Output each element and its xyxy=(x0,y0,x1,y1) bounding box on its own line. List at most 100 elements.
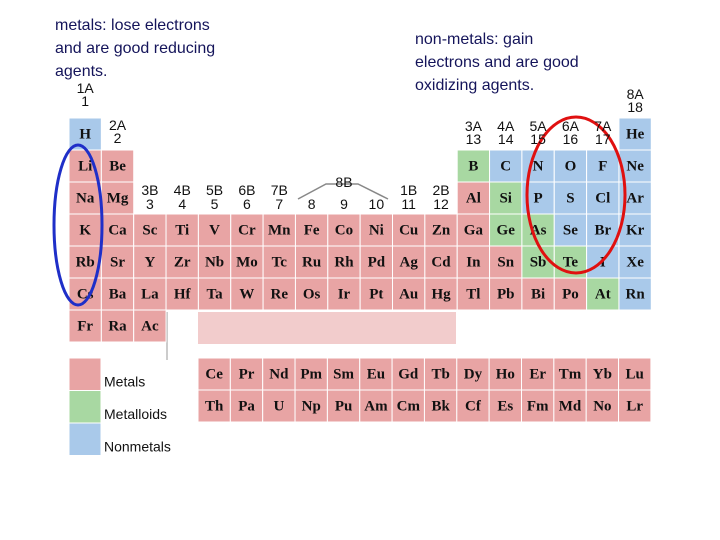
element-symbol: Pt xyxy=(369,286,383,302)
element-symbol: Ce xyxy=(205,366,223,382)
element-symbol: He xyxy=(626,126,645,142)
group-label: 4A xyxy=(497,118,515,134)
element-symbol: Cu xyxy=(399,222,418,238)
element-cell xyxy=(392,245,426,279)
legend-swatch xyxy=(68,422,102,456)
element-symbol: Te xyxy=(563,254,579,270)
element-symbol: Ge xyxy=(497,222,516,238)
element-cell xyxy=(488,357,522,391)
element-cell xyxy=(133,309,167,343)
element-symbol: Se xyxy=(563,222,578,238)
element-symbol: V xyxy=(209,222,220,238)
element-symbol: K xyxy=(79,222,91,238)
element-symbol: Mo xyxy=(236,254,258,270)
right-caption: electrons and are good xyxy=(415,54,579,71)
element-symbol: Gd xyxy=(398,366,419,382)
element-symbol: Fr xyxy=(77,318,93,334)
element-cell xyxy=(294,389,328,423)
element-symbol: Au xyxy=(399,286,418,302)
element-cell xyxy=(391,389,425,423)
element-symbol: Rb xyxy=(76,254,95,270)
element-symbol: Pb xyxy=(497,286,515,302)
element-cell xyxy=(359,245,393,279)
element-cell xyxy=(294,213,329,247)
element-symbol: Rh xyxy=(334,254,354,270)
element-symbol: Ca xyxy=(108,222,127,238)
element-symbol: Pu xyxy=(335,398,353,414)
group-label: 12 xyxy=(433,196,449,212)
element-symbol: Dy xyxy=(464,366,483,382)
element-cell xyxy=(553,389,587,423)
element-symbol: Ne xyxy=(626,158,644,174)
element-cell xyxy=(618,389,652,423)
element-symbol: H xyxy=(79,126,91,142)
element-symbol: Xe xyxy=(626,254,644,270)
element-cell xyxy=(618,357,652,391)
element-cell xyxy=(327,213,361,247)
element-cell xyxy=(327,277,361,311)
element-cell xyxy=(165,245,199,279)
element-symbol: C xyxy=(500,158,511,174)
element-symbol: In xyxy=(466,254,481,270)
element-cell xyxy=(521,213,555,247)
group-label: 8B xyxy=(335,174,352,190)
element-symbol: Bk xyxy=(431,398,450,414)
group-label: 5B xyxy=(206,182,223,198)
element-cell xyxy=(326,357,361,391)
left-caption: and are good reducing xyxy=(55,40,215,57)
element-symbol: Np xyxy=(302,398,321,414)
element-symbol: Co xyxy=(335,222,353,238)
element-symbol: S xyxy=(566,190,574,206)
element-symbol: Fe xyxy=(304,222,320,238)
legend-swatch xyxy=(68,357,102,391)
element-symbol: W xyxy=(239,286,254,302)
group-label: 5 xyxy=(211,196,219,212)
element-symbol: Mg xyxy=(107,190,129,206)
group-label: 2A xyxy=(109,117,127,133)
group-label: 3A xyxy=(465,118,483,134)
element-symbol: Tb xyxy=(431,366,449,382)
element-symbol: Ga xyxy=(464,222,484,238)
element-symbol: Li xyxy=(78,158,92,174)
element-symbol: Bi xyxy=(531,286,545,302)
element-symbol: P xyxy=(533,190,542,206)
element-cell xyxy=(488,389,522,423)
element-cell xyxy=(489,149,523,183)
group-label: 4B xyxy=(174,182,191,198)
element-symbol: Sb xyxy=(530,254,547,270)
element-cell xyxy=(230,277,264,311)
element-cell xyxy=(553,213,588,247)
right-caption: non-metals: gain xyxy=(415,31,533,48)
element-cell xyxy=(68,117,102,151)
element-symbol: Cr xyxy=(238,222,256,238)
group-label: 6A xyxy=(562,118,580,134)
element-symbol: Sr xyxy=(110,254,125,270)
element-symbol: Am xyxy=(364,398,388,414)
element-symbol: Ra xyxy=(108,318,127,334)
group-label: 2B xyxy=(432,182,449,198)
element-symbol: Tm xyxy=(559,366,582,382)
group-label: 3B xyxy=(141,182,158,198)
left-caption: metals: lose electrons xyxy=(55,17,210,34)
element-symbol: Kr xyxy=(626,222,645,238)
group-label: 6B xyxy=(238,182,255,198)
element-symbol: Os xyxy=(303,286,321,302)
element-cell xyxy=(359,357,393,391)
element-cell xyxy=(133,245,167,279)
element-cell xyxy=(586,277,620,311)
element-symbol: Ni xyxy=(369,222,384,238)
element-symbol: Zr xyxy=(174,254,191,270)
element-symbol: Ac xyxy=(141,318,159,334)
element-symbol: Ir xyxy=(338,286,351,302)
element-symbol: Md xyxy=(559,398,582,414)
element-cell xyxy=(197,245,232,279)
element-cell xyxy=(68,309,102,343)
group-label: 11 xyxy=(401,196,416,212)
element-symbol: Nb xyxy=(205,254,224,270)
element-symbol: O xyxy=(565,158,577,174)
group-label: 4 xyxy=(178,196,186,212)
element-cell xyxy=(230,213,264,247)
element-symbol: Eu xyxy=(367,366,385,382)
element-symbol: Pr xyxy=(239,366,255,382)
